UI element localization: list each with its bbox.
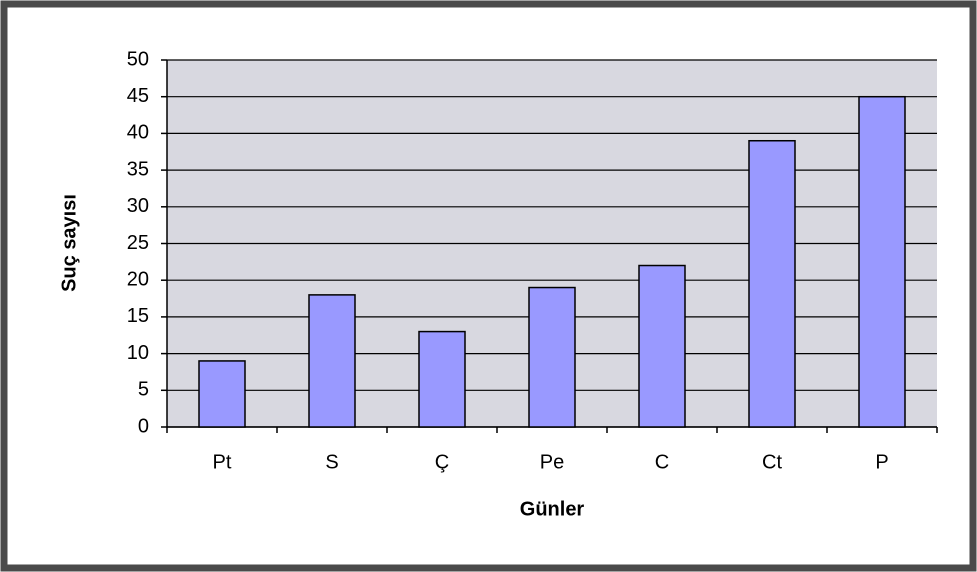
y-axis-title: Suç sayısı xyxy=(58,194,80,292)
bar xyxy=(418,330,466,428)
x-tick-label: P xyxy=(875,451,888,473)
y-tick-label: 5 xyxy=(138,379,149,401)
bar xyxy=(858,95,906,428)
y-tick-label: 50 xyxy=(127,48,149,70)
y-tick-label: 10 xyxy=(127,342,149,364)
x-tick-label: Ct xyxy=(762,451,782,473)
bar xyxy=(748,139,796,428)
bar xyxy=(638,264,686,428)
x-axis-title: Günler xyxy=(520,498,585,520)
x-tick-label: Ç xyxy=(435,451,449,473)
y-tick-label: 25 xyxy=(127,232,149,254)
y-tick-label: 0 xyxy=(138,415,149,437)
x-tick-label: S xyxy=(325,451,338,473)
y-tick-label: 30 xyxy=(127,195,149,217)
y-tick-label: 45 xyxy=(127,85,149,107)
y-tick-label: 15 xyxy=(127,305,149,327)
x-tick-label: Pt xyxy=(213,451,232,473)
x-tick-label: C xyxy=(655,451,669,473)
y-tick-label: 35 xyxy=(127,158,149,180)
bar xyxy=(528,286,576,428)
y-tick-label: 20 xyxy=(127,268,149,290)
y-tick-label: 40 xyxy=(127,122,149,144)
x-tick-label: Pe xyxy=(540,451,564,473)
bar xyxy=(198,360,246,428)
bar xyxy=(308,294,356,428)
